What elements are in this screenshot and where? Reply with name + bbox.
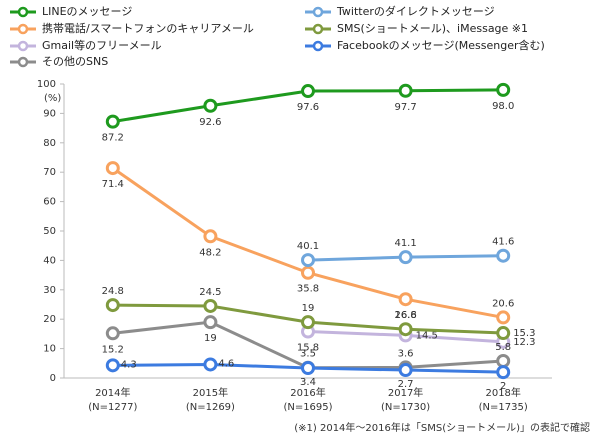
data-point (203, 298, 218, 313)
data-point (105, 326, 120, 341)
legend-marker (17, 6, 29, 18)
data-point (496, 365, 511, 380)
data-label: 97.7 (394, 102, 416, 113)
data-point (496, 353, 511, 368)
data-label: 20.6 (492, 298, 514, 309)
data-label: 4.6 (218, 358, 234, 369)
data-label: 4.3 (121, 359, 137, 370)
data-label: 5.8 (495, 342, 511, 353)
x-tick-label: 2015年 (193, 386, 228, 399)
data-point (398, 292, 413, 307)
data-label: 24.5 (199, 287, 221, 298)
data-point (105, 298, 120, 313)
data-label: 16.6 (394, 310, 416, 321)
legend-label: その他のSNS (42, 55, 108, 68)
data-label: 87.2 (102, 133, 124, 144)
x-tick-label: 2018年 (485, 386, 520, 399)
data-label: 35.8 (297, 284, 319, 295)
data-point (301, 265, 315, 280)
legend-marker (312, 6, 324, 18)
y-axis-label: (%) (44, 93, 61, 104)
y-tick-label: 0 (50, 373, 56, 384)
y-tick-label: 90 (43, 108, 56, 119)
legend-label: 携帯電話/スマートフォンのキャリアメール (42, 21, 254, 35)
legend-marker (17, 23, 29, 35)
legend-label: Twitterのダイレクトメッセージ (336, 4, 495, 18)
data-point (301, 253, 315, 268)
footnote: (※1) 2014年～2016年は「SMS(ショートメール)」の表記で確認 (294, 421, 590, 434)
data-label: 97.6 (297, 102, 319, 113)
legend-label: SMS(ショートメール)、iMessage ※1 (337, 22, 528, 35)
y-tick-label: 50 (43, 226, 56, 237)
data-point (496, 326, 511, 341)
x-tick-label: 2016年 (290, 386, 325, 399)
data-point (203, 357, 218, 372)
legend-label: Gmail等のフリーメール (42, 38, 162, 52)
legend-label: LINEのメッセージ (42, 5, 132, 18)
data-point (301, 361, 315, 376)
data-point (203, 229, 218, 244)
x-tick-sublabel: (N=1735) (479, 402, 528, 413)
legend-marker (17, 40, 29, 52)
data-label: 41.1 (394, 238, 416, 249)
y-tick-label: 70 (43, 167, 56, 178)
legend-marker (312, 23, 324, 35)
data-point (398, 83, 413, 98)
legend-label: Facebookのメッセージ(Messenger含む) (337, 38, 545, 52)
x-tick-sublabel: (N=1695) (283, 402, 332, 413)
x-tick-label: 2017年 (388, 386, 423, 399)
y-tick-label: 30 (43, 285, 56, 296)
data-label: 41.6 (492, 237, 514, 248)
data-label: 15.8 (297, 343, 319, 354)
data-label: 3.5 (300, 349, 316, 360)
data-point (105, 114, 120, 129)
x-tick-label: 2014年 (95, 386, 130, 399)
data-label: 2 (500, 381, 506, 392)
data-label: 3.4 (300, 377, 316, 388)
data-label: 12.3 (513, 337, 535, 348)
y-tick-label: 60 (43, 197, 56, 208)
data-label: 15.3 (513, 328, 535, 339)
data-label: 19 (204, 333, 217, 344)
data-point (105, 358, 120, 373)
legend-marker (312, 40, 324, 52)
y-tick-label: 100 (37, 79, 56, 90)
data-label: 24.8 (102, 286, 124, 297)
data-label: 3.6 (398, 348, 414, 359)
y-tick-label: 40 (43, 255, 56, 266)
data-point (496, 82, 511, 97)
data-point (398, 322, 413, 337)
legend-marker (17, 56, 29, 68)
data-point (203, 315, 218, 330)
data-label: 48.2 (199, 247, 221, 258)
data-label: 92.6 (199, 117, 221, 128)
data-point (496, 248, 511, 263)
y-tick-label: 20 (43, 314, 56, 325)
data-label: 19 (302, 303, 315, 314)
data-label: 98.0 (492, 101, 514, 112)
data-point (301, 84, 315, 99)
data-point (105, 161, 120, 176)
data-label: 14.5 (416, 330, 438, 341)
data-label: 2.7 (398, 379, 414, 390)
x-tick-sublabel: (N=1730) (381, 402, 430, 413)
data-point (301, 315, 315, 330)
data-label: 40.1 (297, 241, 319, 252)
x-tick-sublabel: (N=1277) (88, 402, 137, 413)
data-point (496, 310, 511, 325)
y-tick-label: 10 (43, 344, 56, 355)
data-label: 15.2 (102, 344, 124, 355)
data-point (203, 98, 218, 113)
data-label: 26.8 (394, 310, 416, 321)
y-tick-label: 80 (43, 138, 56, 149)
data-point (398, 250, 413, 265)
x-tick-sublabel: (N=1269) (186, 402, 235, 413)
data-point (398, 363, 413, 378)
data-label: 71.4 (102, 179, 124, 190)
